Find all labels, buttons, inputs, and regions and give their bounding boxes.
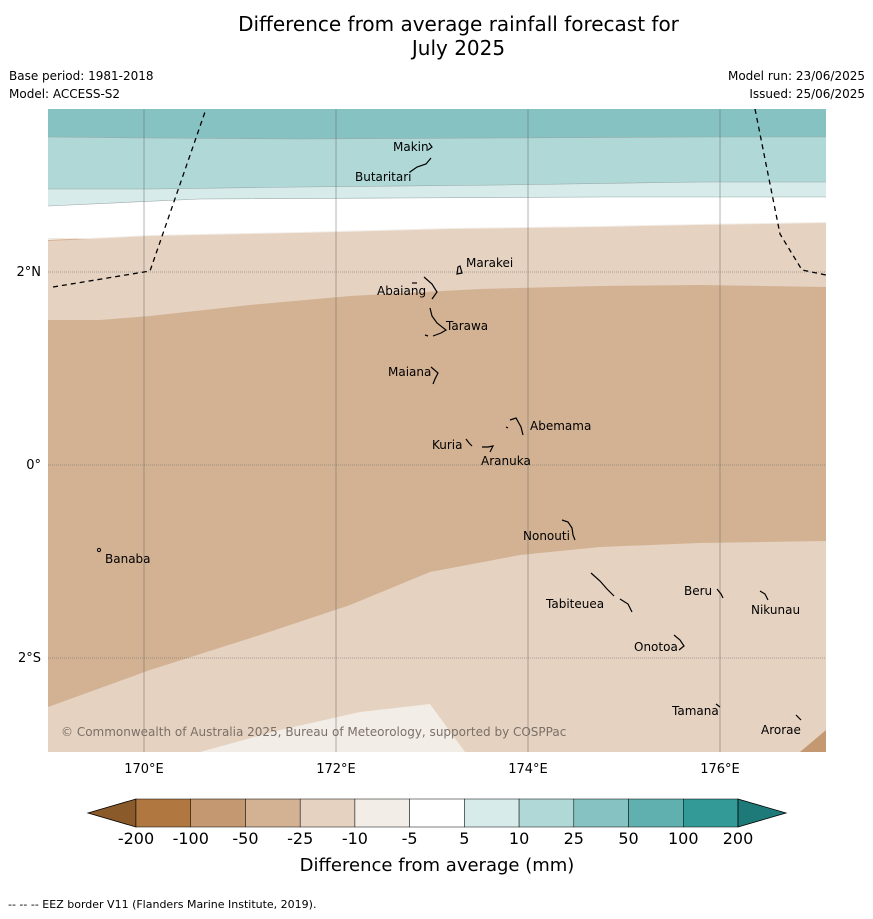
band-minus-10-north [48,258,826,320]
label-nikunau: Nikunau [751,603,800,617]
colorbar-segment [573,798,629,828]
colorbar-tick-label: 100 [668,829,699,848]
island-abemama-outline [509,417,524,436]
lon-tick-176: 176°E [700,762,740,777]
copyright-notice: © Commonwealth of Australia 2025, Bureau… [61,725,566,739]
colorbar-tick-label: 25 [564,829,584,848]
colorbar-ticks: -200 -100 -50 -25 -10 -5 5 10 25 50 100 200 [118,829,753,848]
colorbar-extend-low [86,798,137,828]
colorbar-tick-label: -200 [118,829,154,848]
colorbar-segment [135,798,191,828]
band-minus-5-south [200,704,465,752]
colorbar-extend-high [737,798,788,828]
island-tamana-outline [715,703,721,708]
lon-tick-172: 172°E [316,762,356,777]
island-tabiteuea-outline [590,572,615,597]
label-abaiang: Abaiang [377,284,426,298]
label-aranuka: Aranuka [481,454,531,468]
label-beru: Beru [684,584,712,598]
band-minus-10-north-top [48,223,826,260]
island-arorae-outline [795,714,802,721]
label-arorae: Arorae [761,723,801,737]
rainfall-map: Makin Butaritari Marakei Abaiang Tarawa … [17,109,826,876]
lon-tick-170: 170°E [124,762,164,777]
colorbar-segment [628,798,684,828]
colorbar-segment [299,798,356,828]
island-kuria-outline [465,438,473,447]
colorbar-tick-label: 50 [618,829,638,848]
label-abemama: Abemama [530,419,591,433]
lat-tick-0: 0° [26,458,41,473]
lat-tick-2n: 2°N [17,265,42,280]
label-tarawa: Tarawa [445,319,488,333]
colorbar-segment [409,798,465,828]
colorbar-tick-label: -10 [342,829,368,848]
colorbar-segment [245,798,301,828]
island-tabiteuea-south [619,598,633,613]
title-line-1: Difference from average rainfall forecas… [238,12,679,36]
island-marakei-outline [456,265,463,275]
island-makin-outline [427,142,433,151]
label-makin: Makin [393,140,429,154]
colorbar-tick-label: -100 [173,829,209,848]
island-aranuka-outline [482,445,495,453]
colorbar-tick-label: 10 [509,829,529,848]
colorbar-tick-label: 200 [723,829,754,848]
label-banaba: Banaba [105,552,151,566]
label-tabiteuea: Tabiteuea [545,597,604,611]
issued-date: Issued: 25/06/2025 [749,87,865,101]
axis-labels: 170°E 172°E 174°E 176°E 2°N 0° 2°S [17,265,740,777]
colorbar-segment [354,798,410,828]
colorbar-segment [683,798,739,828]
colorbar-label: Difference from average (mm) [300,855,575,876]
colorbar-tick-label: -50 [232,829,258,848]
label-butaritari: Butaritari [355,170,412,184]
label-onotoa: Onotoa [634,640,678,654]
band-plus-50 [48,109,826,139]
lat-tick-2s: 2°S [18,651,41,666]
colorbar-tick-label: -5 [402,829,418,848]
model-name: Model: ACCESS-S2 [9,87,121,101]
label-marakei: Marakei [466,256,513,270]
eez-border-east [754,109,826,276]
island-tarawa-outline [429,307,448,337]
colorbar-tick-label: 5 [459,829,469,848]
meta-left: Base period: 1981-2018 Model: ACCESS-S2 [9,67,154,103]
model-run: Model run: 23/06/2025 [727,69,865,83]
title-line-2: July 2025 [411,36,506,60]
eez-footnote: -- -- -- EEZ border V11 (Flanders Marine… [8,898,317,911]
colorbar-segment [190,798,246,828]
island-beru-outline [716,588,724,599]
lon-tick-174: 174°E [508,762,548,777]
island-nonouti-outline [561,519,576,541]
band-minus-50-corner [800,730,826,752]
place-labels: Makin Butaritari Marakei Abaiang Tarawa … [105,140,801,737]
band-minus-10-south [48,541,826,752]
island-tarawa-islet [424,334,429,337]
island-abemama-islet [505,426,509,429]
island-butaritari-outline [409,157,432,173]
label-maiana: Maiana [388,365,431,379]
island-nikunau-outline [759,590,769,601]
label-nonouti: Nonouti [523,529,570,543]
gridlines [48,109,826,752]
colorbar-tick-label: -25 [287,829,313,848]
island-maiana-outline [430,366,439,385]
map-frame: Makin Butaritari Marakei Abaiang Tarawa … [48,109,826,752]
island-onotoa-outline [673,634,685,651]
island-abaiang-outline [423,276,438,300]
label-kuria: Kuria [432,438,463,452]
colorbar-segment [518,798,575,828]
colorbar [86,798,788,828]
eez-border [52,109,826,288]
island-outlines [409,142,802,721]
meta-right: Model run: 23/06/2025 Issued: 25/06/2025 [728,67,865,103]
label-tamana: Tamana [671,704,719,718]
island-banaba-outline [96,547,102,553]
colorbar-segment [464,798,520,828]
map-title: Difference from average rainfall forecas… [0,12,873,60]
base-period: Base period: 1981-2018 [9,69,154,83]
contour-lines [48,136,826,207]
